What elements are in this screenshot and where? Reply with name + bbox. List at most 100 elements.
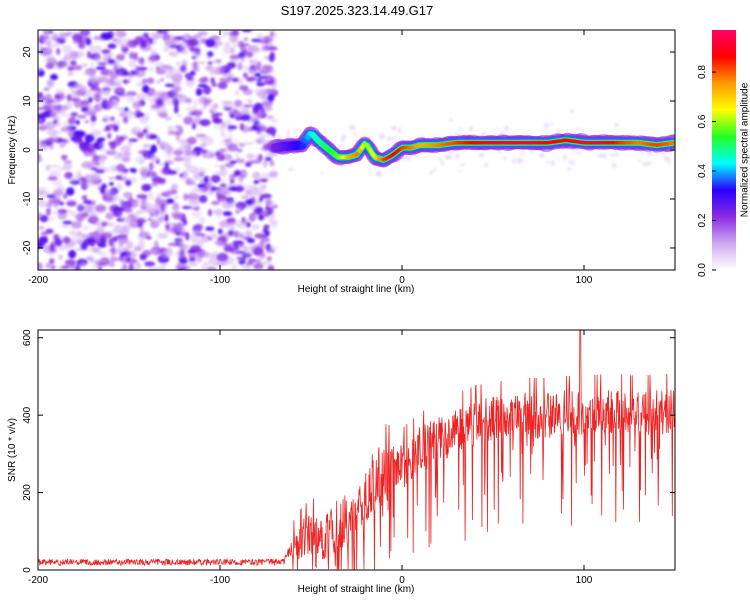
noise-blob <box>215 188 220 193</box>
noise-blob <box>392 136 396 141</box>
noise-blob <box>46 79 55 88</box>
noise-blob <box>113 78 123 84</box>
noise-blob <box>84 134 95 143</box>
noise-blob <box>118 38 129 44</box>
noise-blob <box>243 37 248 42</box>
noise-blob <box>160 30 173 33</box>
noise-blob <box>199 178 204 185</box>
noise-blob <box>128 138 139 142</box>
noise-blob <box>164 83 175 87</box>
x-tick-label: -100 <box>210 575 230 586</box>
noise-blob <box>260 261 272 265</box>
noise-blob <box>253 102 264 111</box>
noise-blob <box>111 85 116 92</box>
noise-blob <box>112 30 124 37</box>
noise-blob <box>286 129 290 135</box>
noise-blob <box>123 194 131 200</box>
noise-blob <box>259 196 263 203</box>
colorbar-tick-label: 0.0 <box>697 263 708 277</box>
noise-blob <box>51 33 59 42</box>
colorbar-ticks: 0.0 0.2 0.4 0.6 0.8 <box>697 65 716 277</box>
noise-blob <box>550 160 556 166</box>
y-tick-label: 600 <box>22 329 33 346</box>
noise-blob <box>224 183 233 187</box>
noise-blob <box>38 92 44 97</box>
spectrogram-noise-field <box>38 30 675 270</box>
noise-blob <box>38 67 44 72</box>
noise-blob <box>54 88 65 94</box>
colorbar-tick-label: 0.8 <box>697 65 708 79</box>
noise-blob <box>158 264 166 270</box>
noise-blob <box>156 193 161 203</box>
noise-blob <box>216 252 229 262</box>
noise-blob <box>91 264 101 270</box>
noise-blob <box>89 173 101 182</box>
noise-blob <box>225 218 235 223</box>
noise-blob <box>38 201 49 208</box>
noise-blob <box>93 105 99 111</box>
noise-blob <box>245 160 258 164</box>
noise-blob <box>57 208 68 214</box>
noise-blob <box>59 143 65 148</box>
noise-blob <box>245 76 256 82</box>
noise-blob <box>75 120 80 125</box>
noise-blob <box>113 224 124 234</box>
noise-blob <box>188 38 200 47</box>
noise-blob <box>65 187 75 196</box>
noise-blob <box>39 197 44 203</box>
noise-blob <box>263 80 275 85</box>
noise-blob <box>69 229 76 236</box>
noise-blob <box>97 250 102 255</box>
noise-blob <box>143 154 150 160</box>
noise-blob <box>253 179 260 185</box>
noise-blob <box>448 118 453 122</box>
noise-blob <box>197 183 206 188</box>
noise-blob <box>192 67 200 72</box>
noise-blob <box>230 222 235 230</box>
noise-blob <box>43 103 54 110</box>
noise-blob <box>234 99 243 108</box>
noise-blob <box>89 159 97 167</box>
noise-blob <box>261 89 274 95</box>
y-tick-label: 200 <box>22 484 33 501</box>
noise-blob <box>161 250 173 258</box>
noise-blob <box>270 204 279 209</box>
noise-blob <box>220 133 227 138</box>
noise-blob <box>111 38 118 42</box>
spectrogram-y-axis: -20 -10 0 10 20 <box>22 46 675 255</box>
noise-blob <box>54 238 63 247</box>
noise-blob <box>237 77 243 86</box>
noise-blob <box>52 116 61 121</box>
noise-blob <box>202 85 212 95</box>
noise-blob <box>176 226 186 234</box>
noise-blob <box>38 113 49 118</box>
noise-blob <box>191 211 203 218</box>
noise-blob <box>222 46 235 55</box>
noise-blob <box>576 151 582 155</box>
noise-blob <box>243 188 248 197</box>
noise-blob <box>615 151 619 158</box>
noise-blob <box>62 236 71 244</box>
noise-blob <box>254 87 265 97</box>
noise-blob <box>215 58 222 64</box>
noise-blob <box>223 243 229 248</box>
noise-blob <box>70 60 77 66</box>
noise-blob <box>107 133 112 139</box>
noise-blob <box>458 170 462 173</box>
noise-blob <box>234 206 242 211</box>
noise-blob <box>173 156 184 162</box>
noise-blob <box>250 196 256 205</box>
noise-blob <box>107 43 117 49</box>
noise-blob <box>460 163 466 167</box>
noise-blob <box>320 171 324 174</box>
noise-blob <box>242 88 253 96</box>
noise-blob <box>201 265 207 270</box>
noise-blob <box>227 76 234 81</box>
noise-blob <box>179 173 184 177</box>
noise-blob <box>277 134 282 140</box>
noise-blob <box>44 30 50 37</box>
noise-blob <box>149 153 157 162</box>
noise-blob <box>95 204 106 211</box>
noise-blob <box>176 145 188 151</box>
noise-blob <box>113 209 123 218</box>
